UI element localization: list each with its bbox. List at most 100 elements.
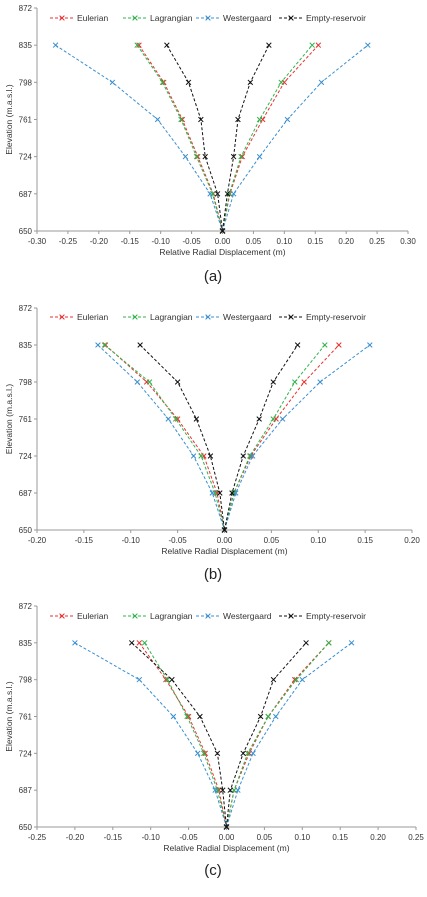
legend-entry-empty-reservoir: Empty-reservoir xyxy=(279,13,366,23)
y-axis-label: Elevation (m.a.s.l.) xyxy=(4,681,14,752)
data-point xyxy=(265,713,271,720)
data-point xyxy=(219,228,226,234)
data-point xyxy=(214,750,221,757)
data-point xyxy=(141,640,148,646)
y-tick-label: 761 xyxy=(19,415,33,424)
series-line xyxy=(105,344,225,531)
x-tick-label: 0.15 xyxy=(307,237,323,246)
data-point xyxy=(52,42,59,48)
data-point xyxy=(250,750,256,757)
data-point xyxy=(170,713,177,720)
legend-marker xyxy=(288,15,294,21)
series-westergaard xyxy=(52,42,371,234)
data-point xyxy=(322,342,328,348)
data-point xyxy=(221,527,228,533)
series-eulerian xyxy=(102,342,342,533)
legend-entry-eulerian: Eulerian xyxy=(50,611,108,621)
data-point xyxy=(207,191,213,197)
chart-panel-3: 650 687 724 761 798 835 872 -0.25 -0.20 -0.15 -0.1… xyxy=(4,602,424,879)
data-point xyxy=(214,191,221,197)
panel-caption: (b) xyxy=(204,566,222,583)
legend-entry-eulerian: Eulerian xyxy=(50,13,108,23)
legend-label: Eulerian xyxy=(77,611,108,621)
data-point xyxy=(185,79,192,86)
data-point xyxy=(101,342,108,348)
data-point xyxy=(161,79,167,86)
series-line xyxy=(144,642,227,828)
data-point xyxy=(367,342,373,348)
x-tick-label: 0.10 xyxy=(277,237,293,246)
legend-marker xyxy=(205,314,211,320)
data-point xyxy=(230,153,237,160)
y-tick-label: 872 xyxy=(19,602,33,611)
data-point xyxy=(256,416,262,422)
data-point xyxy=(235,116,241,123)
legend-marker xyxy=(132,15,138,21)
x-tick-label: -0.05 xyxy=(169,536,188,545)
x-tick-label: 0.05 xyxy=(257,833,273,842)
x-tick-label: 0.25 xyxy=(408,833,424,842)
x-tick-label: 0.20 xyxy=(338,237,354,246)
series-line xyxy=(226,642,330,828)
data-point xyxy=(293,676,299,683)
data-point xyxy=(257,713,264,720)
x-tick-label: -0.05 xyxy=(182,237,201,246)
series-line xyxy=(226,642,330,828)
y-tick-label: 650 xyxy=(19,823,33,832)
y-tick-label: 798 xyxy=(19,676,33,685)
data-point xyxy=(244,750,251,757)
series-line xyxy=(97,344,225,531)
x-tick-label: -0.20 xyxy=(66,833,85,842)
data-point xyxy=(223,824,230,830)
data-point xyxy=(256,116,263,123)
x-tick-label: 0.00 xyxy=(217,536,233,545)
data-point xyxy=(217,490,223,496)
data-point xyxy=(159,79,166,86)
data-point xyxy=(279,416,286,422)
x-tick-label: -0.10 xyxy=(152,237,171,246)
x-tick-label: 0.25 xyxy=(369,237,385,246)
series-line xyxy=(226,642,307,828)
x-tick-label: -0.25 xyxy=(59,237,78,246)
legend-marker xyxy=(132,314,138,320)
legend-marker xyxy=(288,314,294,320)
x-tick-label: 0.20 xyxy=(370,833,386,842)
series-line xyxy=(222,44,319,232)
data-point xyxy=(301,379,307,385)
data-point xyxy=(247,79,254,86)
data-point xyxy=(72,640,78,646)
data-point xyxy=(219,787,226,793)
x-tick-label: 0.30 xyxy=(400,237,416,246)
y-axis-label: Elevation (m.a.s.l.) xyxy=(4,84,14,155)
data-point xyxy=(249,453,256,459)
data-point xyxy=(165,416,172,422)
series-line xyxy=(222,44,270,232)
data-point xyxy=(294,342,301,348)
chart-panel-1: 650 687 724 761 798 835 872 -0.30 -0.25 -0.20 -0.1… xyxy=(4,4,416,285)
legend-marker xyxy=(288,613,294,619)
series-line xyxy=(226,642,352,828)
data-point xyxy=(240,750,246,757)
series-empty-reservoir xyxy=(137,342,301,533)
series-empty-reservoir xyxy=(164,42,272,234)
y-tick-label: 650 xyxy=(19,526,33,535)
data-point xyxy=(109,79,116,86)
panel-caption: (c) xyxy=(204,862,222,879)
data-point xyxy=(198,116,204,123)
legend-entry-lagrangian: Lagrangian xyxy=(123,611,193,621)
x-tick-label: -0.15 xyxy=(75,536,94,545)
y-tick-label: 835 xyxy=(19,341,33,350)
x-tick-label: -0.10 xyxy=(142,833,161,842)
data-point xyxy=(317,379,323,385)
data-point xyxy=(128,640,135,646)
x-tick-label: 0.15 xyxy=(332,833,348,842)
series-lagrangian xyxy=(141,640,332,830)
data-point xyxy=(185,713,192,720)
legend-marker xyxy=(205,613,211,619)
legend-marker xyxy=(205,15,211,21)
data-point xyxy=(212,787,218,793)
legend-entry-westergaard: Westergaard xyxy=(196,312,272,322)
data-point xyxy=(95,342,101,348)
data-point xyxy=(202,750,209,757)
legend-entry-westergaard: Westergaard xyxy=(196,611,272,621)
